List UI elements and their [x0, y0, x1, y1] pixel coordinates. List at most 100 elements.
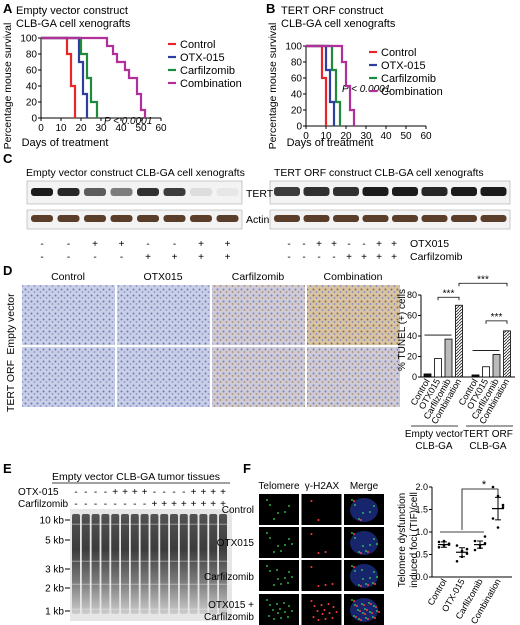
y-tick-label: 100 — [285, 42, 302, 53]
actin-band — [480, 215, 507, 222]
gel-lane — [179, 514, 188, 614]
telomere-focus — [365, 617, 367, 619]
telomere-focus — [365, 583, 367, 585]
sign-carfilzomib: + — [161, 499, 167, 510]
sign-carfilzomib: - — [114, 499, 117, 510]
actin-band — [163, 215, 186, 222]
tert-band — [362, 187, 389, 196]
sign-otx015: - — [163, 487, 166, 498]
telomere-focus — [372, 582, 374, 584]
tert-band — [84, 188, 106, 196]
row-label-otx015: OTX-015 — [18, 487, 59, 498]
gh2ax-focus — [317, 585, 320, 587]
gh2ax-focus — [324, 584, 327, 586]
telomere-focus — [284, 544, 286, 546]
if-image — [259, 527, 299, 558]
size-marker-label: 2 kb — [45, 584, 64, 595]
sign-carfilzomib: - — [133, 499, 136, 510]
tunel-bar — [444, 338, 453, 378]
tert-band — [31, 188, 53, 196]
sign-carfilzomib: + — [181, 499, 187, 510]
telomere-focus — [266, 532, 268, 534]
x-tick-label: 0 — [38, 123, 44, 134]
y-tick-label: 0.0 — [415, 572, 428, 582]
y-tick-label: 20 — [407, 352, 417, 362]
tif-point — [465, 547, 469, 551]
telomere-focus — [284, 577, 286, 579]
telomere-focus — [369, 544, 371, 546]
gel-lane — [101, 514, 110, 614]
gh2ax-focus — [360, 552, 362, 554]
if-image — [259, 494, 299, 525]
sign-otx015: - — [40, 239, 43, 250]
gh2ax-focus — [321, 613, 324, 615]
sign-otx015: + — [200, 487, 206, 498]
telomere-focus — [276, 603, 278, 605]
telomere-focus — [354, 604, 356, 606]
telomere-focus — [277, 578, 279, 580]
group-label-2: TERT ORF — [463, 429, 513, 440]
telomere-focus — [272, 609, 274, 611]
telomere-focus — [358, 551, 360, 553]
legend-label: Carfilzomib — [381, 73, 436, 85]
sig-stars: *** — [443, 288, 455, 299]
series-line-combination — [41, 36, 147, 118]
telomere-focus — [280, 550, 282, 552]
survival-curves — [306, 44, 356, 126]
telomere-focus — [279, 608, 281, 610]
gh2ax-focus — [375, 606, 377, 608]
y-tick-label: 80 — [407, 290, 417, 300]
telomere-focus — [276, 569, 278, 571]
sign-otx015: + — [142, 487, 148, 498]
telomere-focus — [269, 604, 271, 606]
y-axis-label-line1: Telomere dysfunction — [397, 493, 408, 588]
gh2ax-focus — [310, 500, 313, 502]
size-marker-label: 5 kb — [45, 536, 64, 547]
tert-band — [421, 187, 448, 196]
tunel-image — [307, 347, 400, 407]
telomere-focus — [291, 543, 293, 545]
telomere-focus — [362, 512, 364, 514]
panel-letter: E — [3, 461, 12, 476]
panel-letter: D — [3, 263, 12, 278]
nucleus — [350, 498, 378, 522]
sign-otx015: - — [302, 239, 305, 250]
telomere-focus — [288, 605, 290, 607]
tert-band — [190, 188, 212, 196]
telomere-focus — [376, 610, 378, 612]
legend-label: Combination — [180, 78, 242, 90]
sign-carfilzomib: - — [40, 252, 43, 263]
col-header: Combination — [324, 271, 383, 283]
telomere-focus — [354, 504, 356, 506]
tert-band — [392, 187, 418, 196]
actin-band — [216, 215, 239, 222]
telomere-focus — [373, 538, 375, 540]
telomere-focus — [365, 550, 367, 552]
sign-otx015: - — [74, 487, 77, 498]
size-marker-label: 3 kb — [45, 565, 64, 576]
sig-stars: *** — [491, 312, 503, 323]
size-marker-label: 10 kb — [40, 516, 65, 527]
axes: 0 20 40 60 80 100 0 10 20 30 40 50 60 — [285, 42, 432, 143]
actin-band — [137, 215, 159, 222]
telomere-focus — [288, 505, 290, 507]
sig-bracket — [437, 296, 460, 301]
actin-blot-left — [26, 209, 243, 230]
telomere-focus — [269, 570, 271, 572]
legend-label: Control — [381, 47, 416, 59]
x-tick-label: 20 — [75, 123, 87, 134]
x-axis-label: Days of treatment — [22, 137, 109, 149]
col-header: Carfilzomib — [232, 271, 285, 283]
sign-carfilzomib: - — [93, 252, 96, 263]
gh2ax-focus — [367, 584, 369, 586]
telomere-focus — [273, 518, 275, 520]
telomere-focus — [351, 565, 353, 567]
gh2ax-focus — [323, 609, 326, 611]
telomere-focus — [369, 577, 371, 579]
gh2ax-focus — [310, 566, 313, 568]
panel-letter: C — [3, 151, 13, 166]
telomere-focus — [266, 499, 268, 501]
if-image — [301, 594, 342, 625]
sign-carfilzomib: - — [74, 499, 77, 510]
